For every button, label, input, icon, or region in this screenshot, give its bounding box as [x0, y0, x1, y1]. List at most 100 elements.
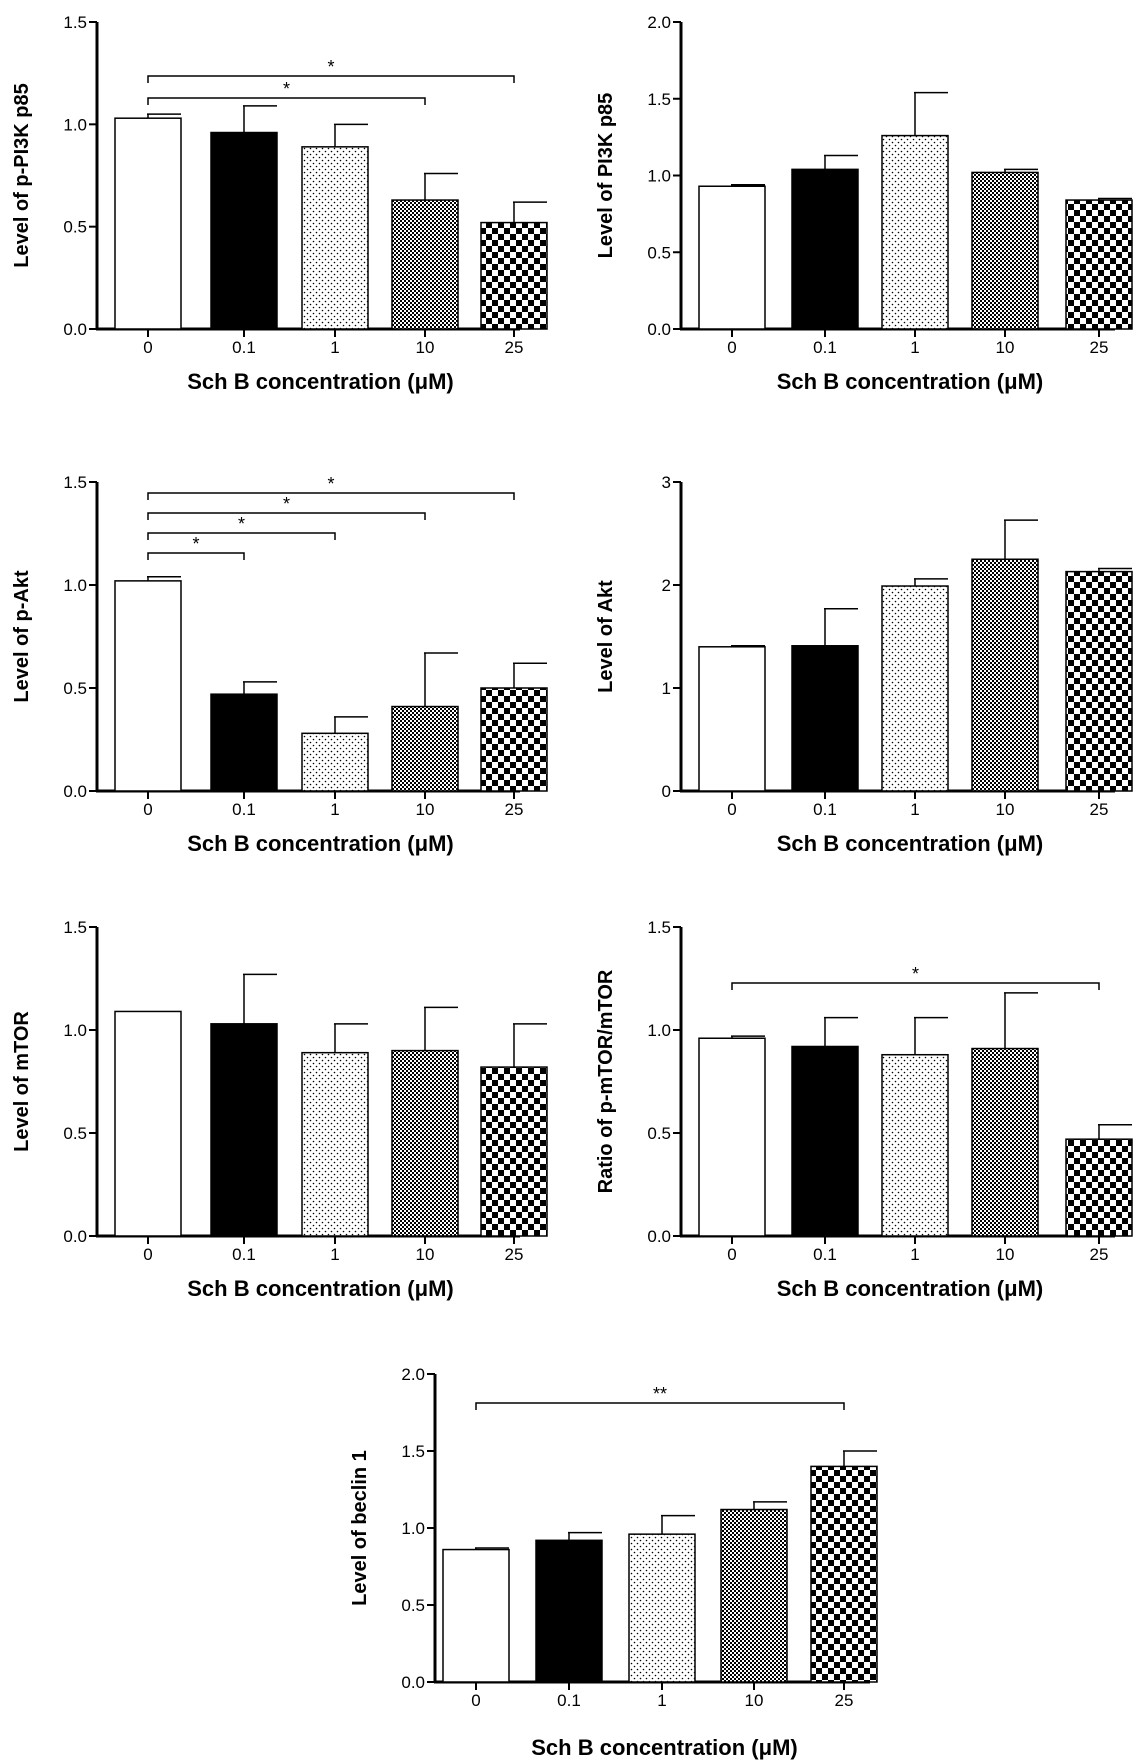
x-tick-label: 25 [1090, 338, 1109, 357]
significance-bracket [147, 512, 426, 520]
bar [698, 646, 766, 792]
x-tick-label: 0 [143, 338, 152, 357]
y-tick-label: 3 [662, 473, 671, 492]
x-tick-label: 0.1 [232, 338, 256, 357]
chart-panel: 0.0 0.5 1.0 1.5 2.0 0 0.1 1 10 25 Level of PI3K p8… [595, 13, 1133, 394]
y-tick-label: 1.0 [63, 115, 87, 134]
y-tick-label: 1.0 [647, 1021, 671, 1040]
bar [881, 1053, 949, 1237]
y-tick-label: 1.5 [401, 1442, 425, 1461]
bar [114, 117, 182, 330]
bar [210, 693, 278, 792]
x-tick-label: 10 [996, 338, 1015, 357]
y-tick-label: 1.0 [63, 576, 87, 595]
y-axis-label: Ratio of p-mTOR/mTOR [595, 969, 617, 1193]
x-axis-label: Sch B concentration (μM) [187, 1276, 453, 1301]
y-tick-label: 1.5 [63, 473, 87, 492]
x-tick-label: 0 [727, 1245, 736, 1264]
chart-panel: 0.0 0.5 1.0 1.5 0 0.1 1 10 25 * Ratio of p-mTOR/mT… [595, 918, 1133, 1301]
y-axis-label: Level of p-Akt [11, 570, 33, 703]
x-tick-label: 0.1 [813, 338, 837, 357]
y-tick-label: 0.0 [647, 1227, 671, 1246]
y-tick-label: 1 [662, 679, 671, 698]
y-tick-label: 0.0 [63, 1227, 87, 1246]
x-axis-label: Sch B concentration (μM) [777, 369, 1043, 394]
chart-panel: 0.0 0.5 1.0 1.5 2.0 0 0.1 1 10 25 ** Level of becli… [349, 1365, 878, 1760]
x-tick-label: 0.1 [813, 800, 837, 819]
x-tick-label: 25 [505, 1245, 524, 1264]
bar [1065, 570, 1133, 792]
y-tick-label: 0.5 [63, 1124, 87, 1143]
bar [628, 1533, 696, 1683]
y-tick-label: 0.5 [647, 243, 671, 262]
bar [480, 687, 548, 792]
y-tick-label: 0.5 [63, 679, 87, 698]
significance-bracket [147, 492, 515, 500]
bar [301, 1051, 369, 1237]
x-tick-label: 1 [910, 800, 919, 819]
bar [210, 131, 278, 330]
x-tick-label: 0 [471, 1691, 480, 1710]
bar [881, 134, 949, 330]
y-axis-label: Level of beclin 1 [349, 1450, 371, 1606]
x-tick-label: 25 [505, 338, 524, 357]
x-tick-label: 0 [143, 1245, 152, 1264]
x-tick-label: 0 [143, 800, 152, 819]
bar [1065, 1138, 1133, 1237]
y-tick-label: 2.0 [647, 13, 671, 32]
x-tick-label: 10 [416, 338, 435, 357]
significance-bracket [731, 982, 1100, 990]
bar [1065, 199, 1133, 330]
bar [301, 146, 369, 330]
bar [791, 168, 859, 330]
y-tick-label: 0 [662, 782, 671, 801]
x-tick-label: 25 [1090, 1245, 1109, 1264]
y-tick-label: 0.5 [63, 218, 87, 237]
x-tick-label: 1 [330, 1245, 339, 1264]
y-axis-label: Level of p-PI3K p85 [11, 83, 33, 268]
significance-label: * [327, 474, 334, 494]
y-tick-label: 2 [662, 576, 671, 595]
bar [480, 1066, 548, 1237]
bar [720, 1508, 788, 1683]
bar [698, 1037, 766, 1237]
y-tick-label: 0.0 [647, 320, 671, 339]
bar [301, 732, 369, 792]
y-tick-label: 0.0 [63, 782, 87, 801]
y-tick-label: 0.5 [401, 1596, 425, 1615]
x-tick-label: 0.1 [813, 1245, 837, 1264]
y-tick-label: 1.5 [63, 13, 87, 32]
bar [391, 1049, 459, 1237]
bar [535, 1539, 603, 1683]
significance-bracket [475, 1402, 845, 1410]
significance-label: * [912, 964, 919, 984]
bar [480, 221, 548, 330]
bar [391, 705, 459, 792]
x-tick-label: 10 [416, 1245, 435, 1264]
significance-bracket [147, 552, 245, 560]
x-axis-label: Sch B concentration (μM) [187, 369, 453, 394]
bar [810, 1465, 878, 1683]
significance-bracket [147, 532, 336, 540]
bar [971, 558, 1039, 792]
significance-label: ** [653, 1384, 667, 1404]
y-tick-label: 1.0 [401, 1519, 425, 1538]
bar [698, 185, 766, 330]
y-tick-label: 0.5 [647, 1124, 671, 1143]
y-axis-label: Level of mTOR [11, 1011, 33, 1152]
x-tick-label: 1 [910, 1245, 919, 1264]
x-axis-label: Sch B concentration (μM) [531, 1735, 797, 1760]
x-tick-label: 1 [657, 1691, 666, 1710]
significance-label: * [283, 494, 290, 514]
significance-label: * [192, 534, 199, 554]
bar [114, 580, 182, 792]
y-tick-label: 1.5 [647, 90, 671, 109]
significance-label: * [238, 514, 245, 534]
bar [210, 1023, 278, 1237]
x-axis-label: Sch B concentration (μM) [777, 1276, 1043, 1301]
significance-label: * [327, 57, 334, 77]
x-tick-label: 0.1 [557, 1691, 581, 1710]
significance-label: * [283, 79, 290, 99]
x-tick-label: 0 [727, 800, 736, 819]
